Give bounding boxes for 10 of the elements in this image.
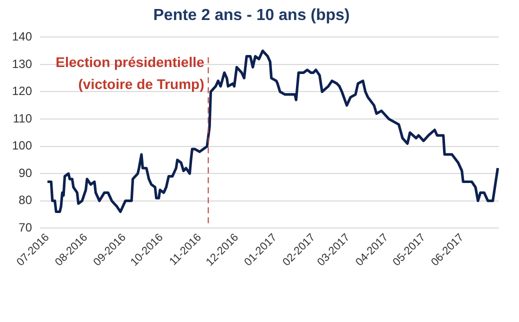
y-tick-label: 140	[12, 30, 32, 44]
y-tick-label: 90	[18, 166, 32, 180]
y-tick-label: 100	[12, 138, 32, 153]
ref-line-label: Election présidentielle (victoire de Trump)	[56, 54, 204, 92]
y-tick-label: 70	[18, 220, 32, 234]
y-tick-label: 110	[12, 111, 32, 126]
y-tick-label: 80	[18, 193, 32, 208]
y-tick-label: 120	[12, 84, 32, 98]
chart-title: Pente 2 ans - 10 ans (bps)	[153, 7, 350, 24]
y-tick-label: 130	[12, 56, 32, 71]
